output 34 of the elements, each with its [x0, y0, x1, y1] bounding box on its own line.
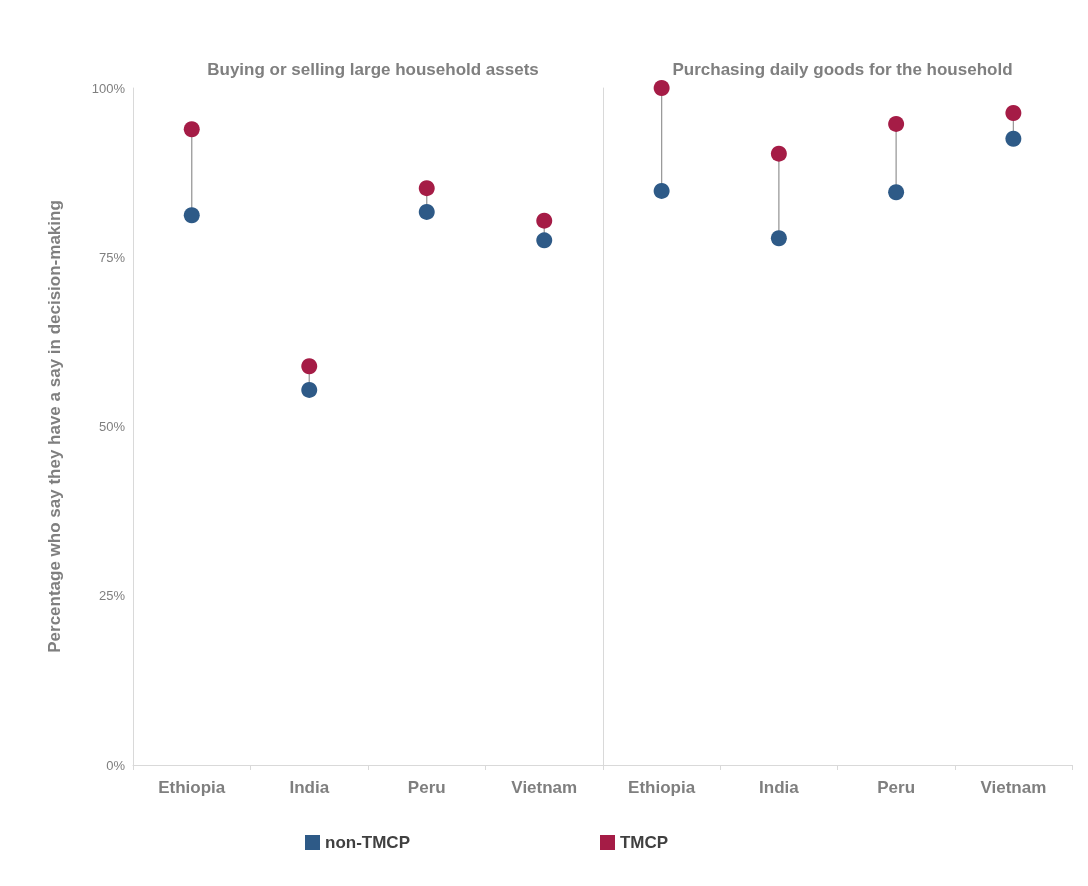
x-tick-label: India: [759, 778, 800, 797]
point: [770, 145, 787, 162]
x-tick-label: Ethiopia: [628, 778, 696, 797]
point: [653, 182, 670, 199]
point: [301, 381, 318, 398]
y-tick-label: 50%: [98, 419, 126, 434]
y-tick-label: 25%: [98, 588, 126, 604]
point: [888, 115, 905, 132]
x-tick-label: Peru: [407, 778, 446, 797]
point: [653, 80, 670, 96]
chart-title: Buying or selling large household assets: [207, 60, 539, 79]
chart-title: Purchasing daily goods for the household: [672, 60, 1013, 79]
legend-label: TMCP: [619, 833, 669, 852]
point: [1005, 105, 1022, 122]
point: [1005, 130, 1022, 147]
y-tick-label: 0%: [106, 757, 126, 773]
y-axis-title: Percentage who say they have a say in decision-making: [45, 200, 64, 653]
point: [418, 203, 435, 220]
x-tick-label: Ethiopia: [158, 778, 226, 797]
y-tick-label: 100%: [91, 80, 126, 96]
point: [183, 121, 200, 138]
point: [183, 207, 200, 224]
x-tick-label: Peru: [877, 778, 916, 797]
point: [770, 230, 787, 247]
y-tick-label: 75%: [98, 249, 126, 265]
point: [301, 358, 318, 375]
point: [536, 212, 553, 229]
x-tick-label: India: [289, 778, 330, 797]
x-tick-label: Vietnam: [980, 778, 1047, 797]
point: [418, 180, 435, 197]
point: [536, 232, 553, 249]
point: [888, 184, 905, 201]
legend-label: non-TMCP: [325, 833, 410, 852]
x-tick-label: Vietnam: [511, 778, 578, 797]
